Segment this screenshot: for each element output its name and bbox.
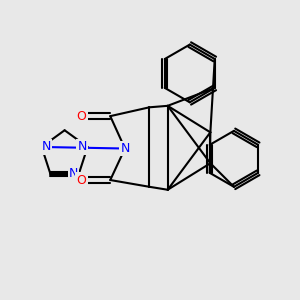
Text: N: N bbox=[78, 140, 87, 154]
Text: O: O bbox=[76, 173, 86, 187]
Text: N: N bbox=[69, 167, 78, 180]
Text: N: N bbox=[120, 142, 130, 155]
Text: O: O bbox=[76, 110, 86, 123]
Text: N: N bbox=[41, 140, 51, 154]
